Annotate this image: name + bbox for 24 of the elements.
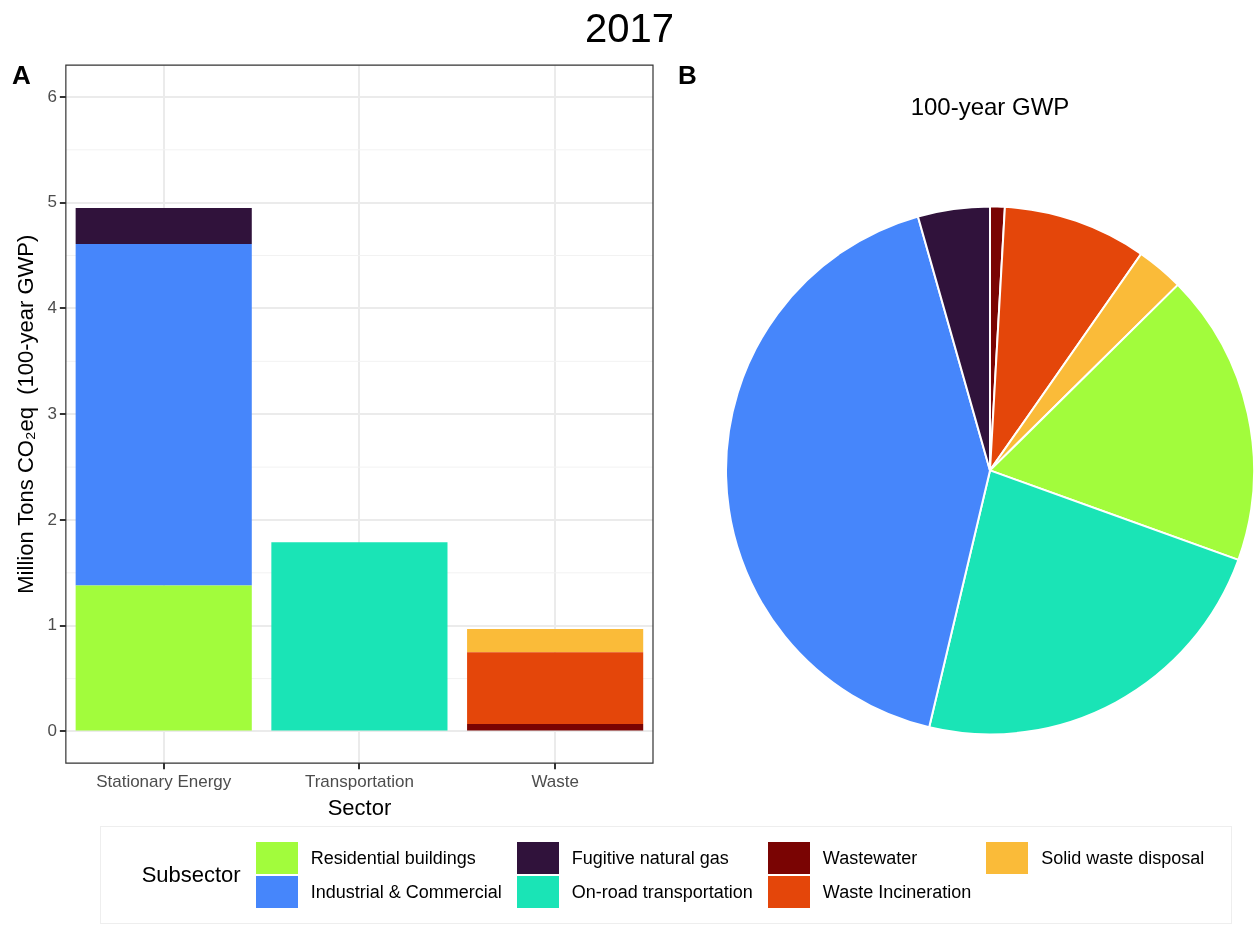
chart-title: 2017 bbox=[584, 6, 675, 51]
y-tick-label: 6 bbox=[47, 86, 57, 106]
x-tick-label: Stationary Energy bbox=[96, 772, 232, 792]
legend-label: Waste Incineration bbox=[822, 881, 972, 903]
y-tick-label: 1 bbox=[47, 615, 57, 635]
x-axis-title: Sector bbox=[327, 794, 392, 820]
y-tick-label: 0 bbox=[47, 721, 57, 741]
y-tick-label: 2 bbox=[47, 509, 57, 529]
legend-label: Industrial & Commercial bbox=[310, 881, 502, 903]
legend-label: Solid waste disposal bbox=[1041, 847, 1205, 869]
y-axis-title: Million Tons CO₂eq (100-year GWP) bbox=[13, 234, 39, 594]
text: B bbox=[678, 60, 697, 91]
x-tick-label: Transportation bbox=[304, 772, 414, 792]
y-tick-label: 5 bbox=[47, 192, 57, 212]
legend-label: Residential buildings bbox=[310, 847, 476, 869]
legend-label: On-road transportation bbox=[571, 881, 753, 903]
y-tick-label: 4 bbox=[47, 298, 57, 318]
chart-title: 100-year GWP bbox=[910, 93, 1070, 121]
legend-label: Wastewater bbox=[822, 847, 918, 869]
y-tick-label: 3 bbox=[47, 403, 57, 423]
legend-label: Fugitive natural gas bbox=[571, 847, 729, 869]
legend-title: Subsector bbox=[141, 862, 241, 888]
text: A bbox=[12, 60, 31, 91]
x-tick-label: Waste bbox=[531, 772, 579, 792]
